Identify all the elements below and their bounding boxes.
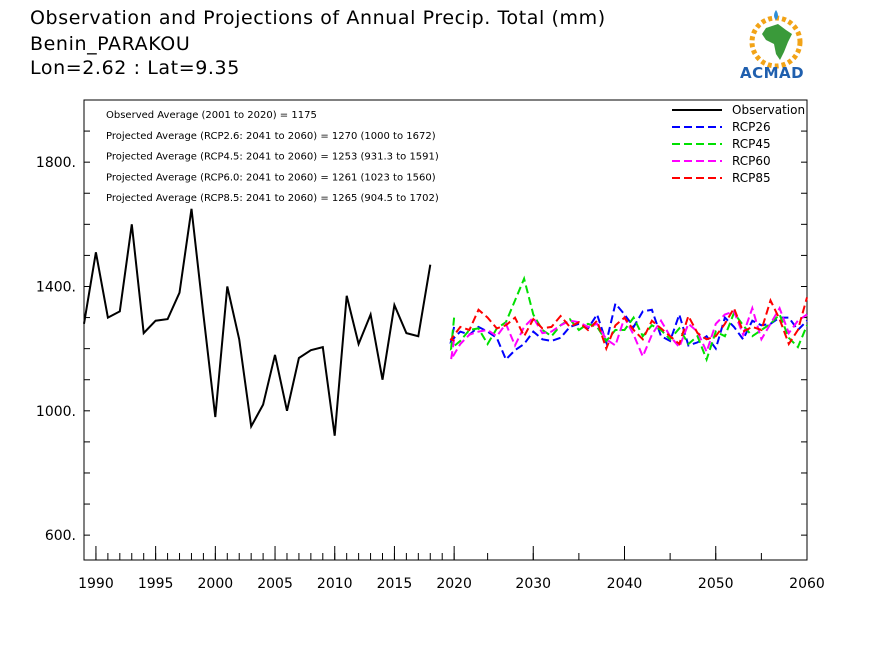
chart-title: Observation and Projections of Annual Pr… bbox=[30, 7, 606, 29]
x-tick-label: 2015 bbox=[377, 576, 413, 592]
y-tick-label: 1400. bbox=[36, 279, 76, 295]
legend-label: RCP60 bbox=[732, 154, 771, 168]
x-tick-label: 2020 bbox=[436, 576, 472, 592]
x-tick-label: 2000 bbox=[198, 576, 234, 592]
annotation-text: Projected Average (RCP2.6: 2041 to 2060)… bbox=[106, 131, 436, 142]
x-tick-label: 2010 bbox=[317, 576, 353, 592]
series-line-observation bbox=[83, 208, 432, 436]
acmad-logo-text: ACMAD bbox=[740, 64, 805, 82]
station-name: Benin_PARAKOU bbox=[30, 33, 191, 55]
legend-label: RCP85 bbox=[732, 171, 771, 185]
y-tick-label: 1000. bbox=[36, 404, 76, 420]
series-line-rcp60 bbox=[450, 304, 808, 361]
legend-label: Observation bbox=[732, 103, 805, 117]
y-tick-label: 600. bbox=[45, 528, 76, 544]
acmad-logo-icon bbox=[749, 10, 803, 69]
annotation-text: Projected Average (RCP8.5: 2041 to 2060)… bbox=[106, 193, 439, 204]
x-tick-label: 2030 bbox=[515, 576, 551, 592]
annotation-text: Projected Average (RCP6.0: 2041 to 2060)… bbox=[106, 172, 436, 183]
x-tick-label: 1995 bbox=[138, 576, 174, 592]
x-tick-label: 2040 bbox=[607, 576, 643, 592]
plot-frame bbox=[83, 99, 808, 561]
x-tick-label: 2050 bbox=[698, 576, 734, 592]
station-coordinates: Lon=2.62 : Lat=9.35 bbox=[30, 57, 240, 79]
legend-label: RCP45 bbox=[732, 137, 771, 151]
x-tick-label: 2060 bbox=[789, 576, 825, 592]
annotation-text: Observed Average (2001 to 2020) = 1175 bbox=[106, 110, 317, 121]
x-tick-label: 2005 bbox=[257, 576, 293, 592]
legend-label: RCP26 bbox=[732, 120, 771, 134]
y-tick-label: 1800. bbox=[36, 155, 76, 171]
series-line-rcp85 bbox=[449, 297, 808, 352]
x-tick-label: 1990 bbox=[78, 576, 114, 592]
annotation-text: Projected Average (RCP4.5: 2041 to 2060)… bbox=[106, 152, 439, 163]
series-line-rcp26 bbox=[449, 301, 808, 362]
